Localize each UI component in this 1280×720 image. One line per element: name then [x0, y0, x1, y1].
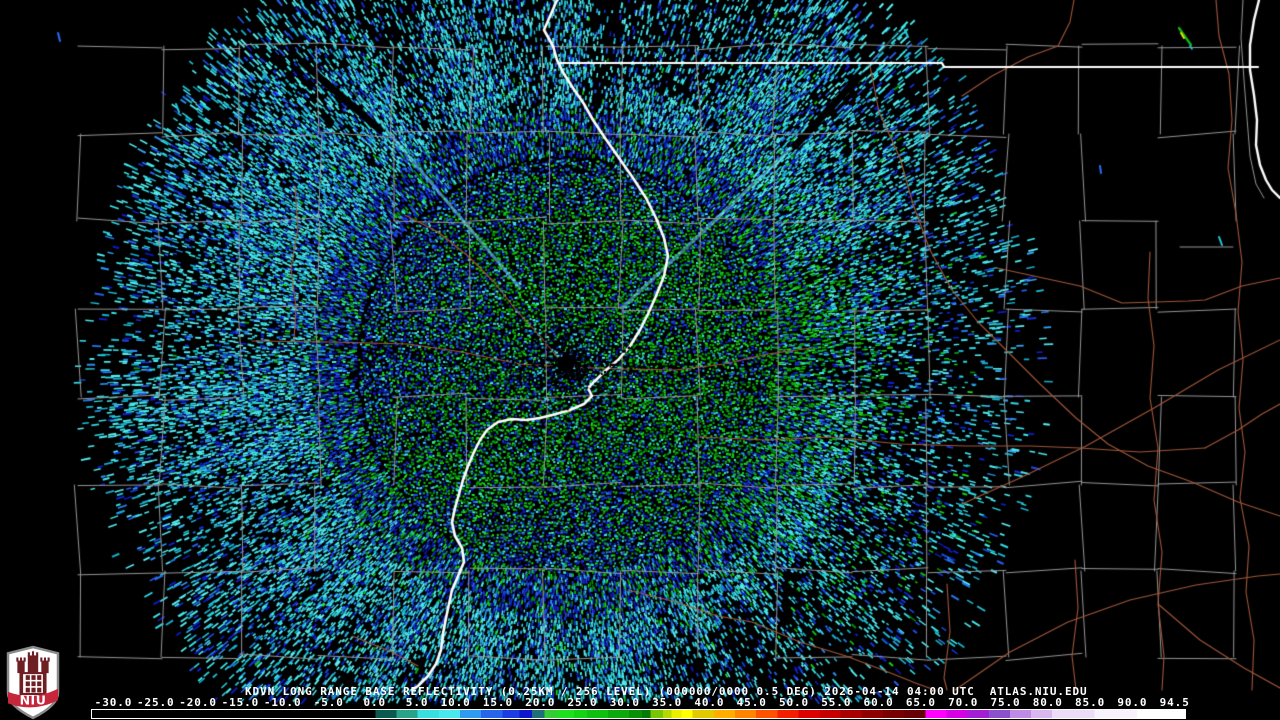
scale-label: 85.0	[1075, 696, 1106, 709]
scale-label: 75.0	[990, 696, 1021, 709]
scale-label: -20.0	[179, 696, 217, 709]
scale-label: 45.0	[736, 696, 767, 709]
scale-label: 10.0	[440, 696, 471, 709]
scale-label: 70.0	[948, 696, 979, 709]
scale-label: -30.0	[94, 696, 133, 709]
scale-label: 90.0	[1117, 696, 1148, 709]
scale-label: 60.0	[863, 696, 894, 709]
scale-label: 94.5	[1159, 696, 1190, 709]
scale-label: 25.0	[567, 696, 598, 709]
scale-label: 20.0	[525, 696, 556, 709]
scale-label: 5.0	[405, 696, 429, 709]
scale-label: 0.0	[363, 696, 387, 709]
scale-label: 80.0	[1032, 696, 1063, 709]
scale-label: -15.0	[221, 696, 260, 709]
scale-label: -10.0	[263, 696, 302, 709]
scale-label: 35.0	[652, 696, 683, 709]
scale-label: 15.0	[482, 696, 513, 709]
scale-label: 50.0	[778, 696, 810, 709]
scale-label: -5.0	[313, 696, 344, 709]
niu-logo: NIU	[6, 645, 60, 720]
product-title: KDVN LONG RANGE BASE REFLECTIVITY (0.25K…	[245, 685, 1088, 698]
reflectivity-colorbar	[91, 709, 1186, 719]
scale-label: -25.0	[136, 696, 175, 709]
scale-label: 55.0	[821, 696, 852, 709]
niu-castle-icon	[16, 651, 50, 695]
scale-label: 40.0	[694, 696, 725, 709]
colorbar-scale-labels: -30.0 -25.0 -20.0 -15.0 -10.0 -5.0 0.0 5.0 10.0 1…	[90, 697, 1192, 709]
niu-logo-text: NIU	[20, 692, 47, 707]
scale-label: 30.0	[609, 696, 640, 709]
scale-label: 65.0	[905, 696, 936, 709]
niu-red-band	[8, 688, 58, 708]
